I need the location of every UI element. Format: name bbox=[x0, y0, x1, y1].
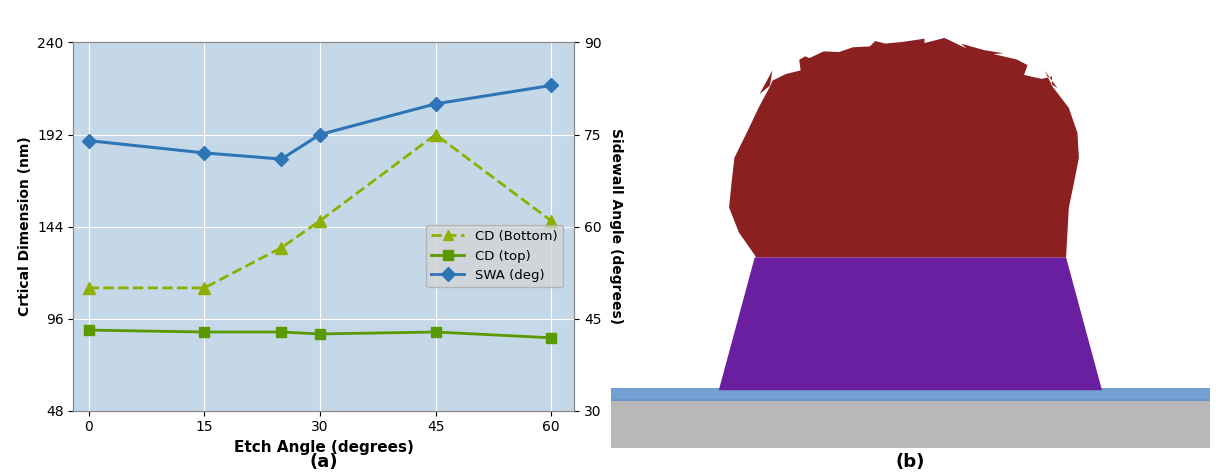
Line: CD (top): CD (top) bbox=[84, 325, 556, 343]
Line: SWA (deg): SWA (deg) bbox=[84, 81, 556, 164]
SWA (deg) bbox=[428, 101, 442, 107]
X-axis label: Etch Angle (degrees): Etch Angle (degrees) bbox=[233, 440, 414, 455]
SWA (deg) bbox=[197, 150, 211, 156]
SWA (deg) bbox=[544, 83, 558, 88]
Legend: CD (Bottom), CD (top), SWA (deg): CD (Bottom), CD (top), SWA (deg) bbox=[426, 225, 563, 287]
Y-axis label: Crtical Dimension (nm): Crtical Dimension (nm) bbox=[17, 137, 32, 316]
Polygon shape bbox=[719, 257, 1102, 390]
Text: (a): (a) bbox=[309, 453, 338, 471]
Line: CD (Bottom): CD (Bottom) bbox=[83, 129, 557, 294]
Text: (b): (b) bbox=[896, 453, 925, 471]
CD (Bottom) bbox=[428, 132, 442, 137]
CD (Bottom) bbox=[274, 245, 288, 251]
Polygon shape bbox=[611, 388, 1210, 401]
CD (Bottom) bbox=[82, 285, 97, 291]
Y-axis label: Sidewall Angle (degrees): Sidewall Angle (degrees) bbox=[609, 128, 622, 325]
CD (top) bbox=[197, 329, 211, 335]
CD (Bottom) bbox=[197, 285, 211, 291]
CD (top) bbox=[274, 329, 288, 335]
CD (top) bbox=[82, 327, 97, 333]
Polygon shape bbox=[611, 398, 1210, 448]
CD (Bottom) bbox=[544, 218, 558, 224]
CD (Bottom) bbox=[313, 218, 327, 224]
SWA (deg) bbox=[82, 138, 97, 143]
CD (top) bbox=[313, 331, 327, 337]
CD (top) bbox=[428, 329, 442, 335]
SWA (deg) bbox=[274, 156, 288, 162]
SWA (deg) bbox=[313, 132, 327, 137]
Polygon shape bbox=[730, 38, 1079, 257]
CD (top) bbox=[544, 335, 558, 341]
